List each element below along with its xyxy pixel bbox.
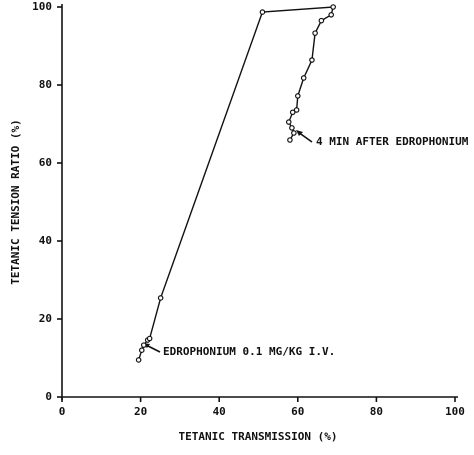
- annotation: EDROPHONIUM 0.1 MG/KG I.V.: [163, 345, 335, 358]
- x-tick-label: 80: [370, 405, 383, 418]
- y-axis-label: TETANIC TENSION RATIO (%): [9, 119, 22, 285]
- y-tick-label: 20: [39, 312, 52, 325]
- data-point: [328, 12, 335, 18]
- data-point: [291, 130, 297, 136]
- data-point: [259, 9, 266, 15]
- y-tick-label: 100: [32, 0, 52, 13]
- x-axis-label: TETANIC TRANSMISSION (%): [179, 430, 338, 443]
- y-tick-label: 40: [39, 234, 52, 247]
- y-tick-label: 80: [39, 78, 52, 91]
- x-tick-label: 0: [59, 405, 66, 418]
- annotation: 4 MIN AFTER EDROPHONIUM: [316, 135, 469, 148]
- data-point: [157, 295, 164, 301]
- x-tick-label: 100: [445, 405, 465, 418]
- data-point: [318, 17, 325, 24]
- x-tick-label: 40: [213, 405, 226, 418]
- y-tick-label: 0: [45, 390, 52, 403]
- data-point: [146, 335, 153, 342]
- x-tick-label: 20: [134, 405, 147, 418]
- data-point: [135, 357, 142, 363]
- data-point: [293, 107, 300, 113]
- data-point: [140, 342, 147, 348]
- data-point: [138, 347, 145, 354]
- series-line: [137, 6, 335, 361]
- data-point: [300, 75, 307, 81]
- data-point: [309, 57, 315, 63]
- data-point: [285, 119, 292, 125]
- data-point: [289, 125, 295, 131]
- y-tick-label: 60: [39, 156, 52, 169]
- arrowhead: [296, 130, 303, 136]
- data-point: [289, 109, 296, 116]
- data-point: [287, 137, 293, 143]
- data-point: [294, 93, 301, 99]
- data-point: [312, 30, 318, 36]
- data-point: [330, 4, 336, 10]
- x-tick-label: 60: [291, 405, 304, 418]
